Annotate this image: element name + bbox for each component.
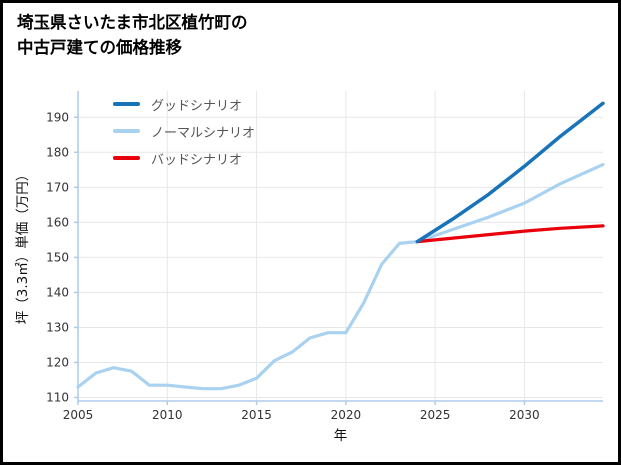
- title-line-2: 中古戸建ての価格推移: [17, 37, 182, 57]
- series-line-bad: [415, 224, 605, 244]
- y-tick-label: 190: [46, 110, 69, 124]
- x-tick-label: 2030: [509, 408, 540, 422]
- legend-label-bad: バッドシナリオ: [151, 152, 243, 168]
- x-tick-label: 2010: [152, 408, 183, 422]
- legend-swatch-bad: [113, 156, 140, 160]
- x-tick-label: 2015: [241, 408, 272, 422]
- legend-swatch-normal: [113, 129, 140, 133]
- legend-item-good-scenario: グッドシナリオ: [113, 95, 255, 114]
- x-tick-label: 2005: [63, 408, 94, 422]
- y-tick-label: 140: [46, 285, 69, 299]
- legend-item-bad-scenario: バッドシナリオ: [113, 149, 255, 168]
- y-tick-label: 130: [46, 320, 69, 334]
- chart-legend: グッドシナリオ ノーマルシナリオ バッドシナリオ: [113, 95, 256, 168]
- series-line-normal: [76, 163, 605, 391]
- legend-label-good: グッドシナリオ: [151, 98, 243, 114]
- y-tick-label: 110: [46, 390, 69, 404]
- title-line-1: 埼玉県さいたま市北区植竹町の: [17, 13, 248, 32]
- y-tick-label: 170: [46, 180, 69, 194]
- series-line-good: [415, 101, 605, 244]
- y-tick-label: 120: [46, 355, 69, 369]
- price-trend-chart: 2005 2010 2015 2020 2025 2030 110 120 130 140 150 1…: [15, 91, 605, 444]
- legend-swatch-good: [113, 102, 140, 106]
- page-title: 埼玉県さいたま市北区植竹町の 中古戸建ての価格推移: [17, 11, 248, 61]
- legend-item-normal-scenario: ノーマルシナリオ: [113, 122, 256, 141]
- y-tick-label: 180: [46, 145, 69, 159]
- x-tick-label: 2025: [420, 408, 451, 422]
- legend-label-normal: ノーマルシナリオ: [151, 125, 256, 141]
- y-axis-label: 坪（3.3㎡）単価（万円）: [15, 168, 31, 324]
- x-tick-label: 2020: [331, 408, 362, 422]
- x-axis-label: 年: [334, 428, 348, 444]
- y-tick-label: 160: [46, 215, 69, 229]
- y-tick-label: 150: [46, 250, 69, 264]
